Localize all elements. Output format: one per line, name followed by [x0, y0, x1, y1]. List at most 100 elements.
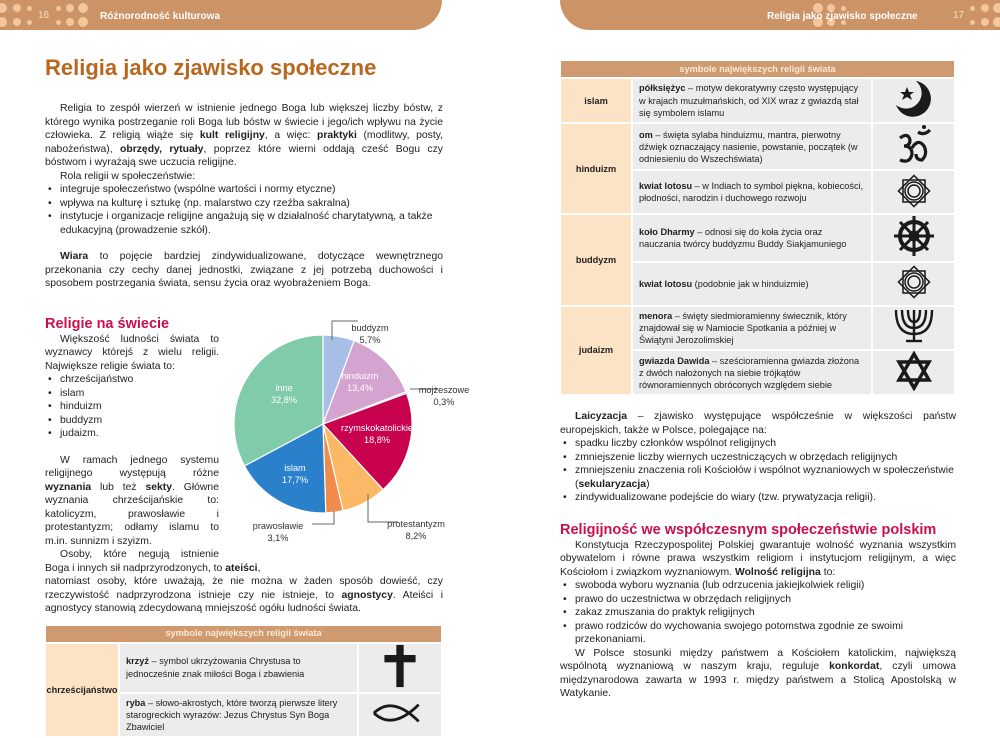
menorah-icon [872, 306, 955, 351]
symbol-desc: półksiężyc – motyw dekoratywny często wy… [632, 78, 872, 123]
atheists-continued-text: natomiast osoby, które uważają, że nie m… [45, 575, 443, 616]
right-header-band: Religia jako zjawisko społeczne 17 [560, 0, 1000, 30]
slice-value: 8,2% [387, 530, 445, 542]
decorative-dot [66, 18, 74, 26]
slice-value: 17,7% [282, 474, 308, 486]
symbol-desc: kwiat lotosu – w Indiach to symbol piękn… [632, 170, 872, 214]
dharma-wheel-icon [872, 214, 955, 261]
text-span: ) [646, 479, 649, 490]
symbol-desc: ryba – słowo-akrostych, które tworzą pie… [119, 693, 358, 738]
role-intro: Rola religii w społeczeństwie: [45, 170, 443, 184]
slice-name: protestantyzm [387, 518, 445, 530]
freedom-list: swoboda wyboru wyznania (lub odrzucenia … [560, 579, 956, 647]
religion-label: judaizm [560, 306, 632, 396]
list-item: zmniejszenie liczby wiernych uczestniczą… [560, 451, 956, 465]
section-title: Religijność we współczesnym społeczeństw… [559, 521, 956, 539]
decorative-dot [56, 6, 61, 11]
bold-term: sekty [145, 482, 172, 493]
text-span: zmniejszenie liczby wiernych uczestniczą… [575, 452, 897, 463]
left-page-content: Religia jako zjawisko społeczne Religia … [45, 55, 443, 738]
slice-value: 5,7% [351, 334, 388, 346]
secularization-section: Laicyzacja – zjawisko występujące współc… [559, 410, 956, 505]
page-number: 16 [38, 9, 49, 23]
cross-icon [358, 643, 442, 693]
decorative-dot [56, 20, 61, 25]
slice-name: prawosławie [253, 520, 304, 532]
bold-term: obrzędy, rytuały [120, 144, 203, 155]
bold-term: Laicyzacja [575, 411, 627, 422]
list-item: judaizm. [45, 427, 443, 441]
text-span: to: [821, 567, 835, 578]
list-item: integruje społeczeństwo (wspólne wartośc… [45, 183, 443, 197]
decorative-dot [66, 4, 74, 12]
list-item: wpływa na kulturę i sztukę (np. malarstw… [45, 197, 443, 211]
bold-term: kult religijny [200, 130, 265, 141]
decorative-dot [981, 18, 989, 26]
list-item: swoboda wyboru wyznania (lub odrzucenia … [560, 579, 956, 593]
ichthys-fish-icon [358, 693, 442, 738]
decorative-dot [970, 6, 975, 11]
list-item: zakaz zmuszania do praktyk religijnych [560, 606, 956, 620]
bold-term: konkordat [829, 661, 879, 672]
list-item: buddyzm [45, 414, 443, 428]
list-item: prawo do uczestnictwa w obrzędach religi… [560, 593, 956, 607]
lotus-icon [872, 262, 955, 306]
list-item: islam [45, 387, 443, 401]
list-item: instytucje i organizacje religijne angaż… [45, 210, 443, 237]
list-item: hinduizm [45, 400, 443, 414]
text-span: zindywidualizowane podejście do wiary (t… [575, 492, 876, 503]
text-span: , a więc: [265, 130, 317, 141]
religion-label: buddyzm [560, 214, 632, 305]
star-of-david-icon [872, 350, 955, 395]
list-item: prawo rodziców do wychowania swojego pot… [560, 620, 956, 647]
bold-term: Wiara [60, 251, 88, 262]
decorative-dot [993, 17, 1000, 27]
list-item: zindywidualizowane podejście do wiary (t… [560, 491, 956, 505]
constitution-paragraph: Konstytucja Rzeczypospolitej Polskiej gw… [560, 539, 956, 580]
text-span: lub też [91, 482, 145, 493]
slice-name: islam [282, 462, 308, 474]
concordat-paragraph: W Polsce stosunki między państwem a Kośc… [560, 647, 956, 701]
decorative-dot [78, 17, 88, 27]
intro-section: Religia to zespół wierzeń w istnienie je… [45, 102, 443, 291]
bold-term: praktyki [317, 130, 357, 141]
text-span: Osoby, które negują istnienie Boga i inn… [45, 549, 225, 574]
bold-term: sekularyzacja [578, 479, 646, 490]
text-span: , [258, 563, 261, 574]
roles-list: integruje społeczeństwo (wspólne wartośc… [45, 183, 443, 237]
slice-value: 3,1% [253, 532, 304, 544]
left-header-band: 16 Różnorodność kulturowa [0, 0, 442, 30]
poland-section: Konstytucja Rzeczypospolitej Polskiej gw… [559, 539, 956, 701]
symbol-desc: kwiat lotosu (podobnie jak w hinduizmie) [632, 262, 872, 306]
crescent-star-icon [872, 78, 955, 123]
symbol-desc: menora – święty siedmioramienny świeczni… [632, 306, 872, 351]
right-page-content: symbole największych religii świata isla… [559, 59, 956, 701]
om-icon [872, 123, 955, 170]
secularization-list: spadku liczby członków wspólnot religijn… [560, 437, 956, 505]
decorative-dot [78, 3, 88, 13]
text-span: to pojęcie bardziej zindywidualizowane, … [45, 251, 443, 289]
page-number: 17 [953, 9, 964, 23]
page-title: Religia jako zjawisko społeczne [45, 55, 443, 81]
decorative-dot [0, 17, 7, 27]
bold-term: wyznania [45, 482, 91, 493]
chapter-title: Różnorodność kulturowa [100, 10, 220, 24]
list-item: chrześcijaństwo [45, 373, 443, 387]
list-item: spadku liczby członków wspólnot religijn… [560, 437, 956, 451]
bold-term: ateiści [225, 563, 257, 574]
intro-paragraph: Religia to zespół wierzeń w istnienie je… [45, 102, 443, 170]
religion-label: chrześcijaństwo [45, 643, 119, 738]
decorative-dot [0, 3, 7, 13]
decorative-dot [993, 3, 1000, 13]
symbol-desc: gwiazda Dawida – sześcioramienna gwiazda… [632, 350, 872, 395]
list-item: zmniejszeniu znaczenia roli Kościołów i … [560, 464, 956, 491]
text-span: spadku liczby członków wspólnot religijn… [575, 438, 776, 449]
decorative-dot [27, 6, 32, 11]
